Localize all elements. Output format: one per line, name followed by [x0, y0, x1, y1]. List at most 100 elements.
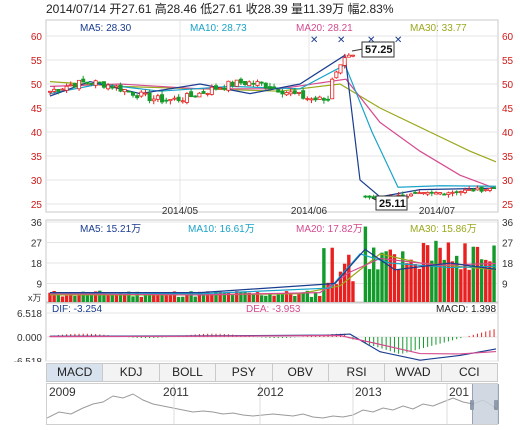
candle-body: [421, 192, 426, 195]
volume-bar: [81, 291, 85, 302]
volume-bar: [56, 295, 60, 302]
high-price-marker: 57.25: [351, 41, 395, 58]
volume-bar: [210, 294, 214, 302]
high-marker-value: 57.25: [365, 44, 393, 56]
macd-tick: -6.518: [14, 357, 43, 362]
candle-body: [263, 82, 268, 89]
tab-obv[interactable]: OBV: [273, 364, 329, 381]
change-label: 幅: [347, 2, 360, 16]
event-marker-icon[interactable]: ✕: [367, 35, 375, 46]
volume-ma5-label: MA5: 15.21万: [80, 224, 141, 235]
volume-bar: [438, 247, 442, 302]
volume-bar: [98, 290, 102, 302]
candle-body: [93, 80, 98, 86]
candle-body: [492, 187, 497, 190]
volume-bar: [52, 290, 56, 302]
volume-bar: [388, 249, 392, 302]
timeline-navigator[interactable]: 2009 2011 2012 2013 201: [46, 383, 499, 425]
volume-bar: [289, 294, 293, 302]
candle-body: [296, 92, 301, 94]
candle-body: [139, 91, 144, 97]
volume-bar: [334, 284, 339, 302]
candle-body: [467, 189, 472, 191]
volume-bar: [434, 240, 438, 302]
tab-kdj[interactable]: KDJ: [103, 364, 160, 381]
indicator-tabs: MACD KDJ BOLL PSY OBV RSI WVAD CCI: [46, 363, 498, 382]
timeline-year: 2013: [355, 385, 382, 399]
volume-ma20-path: [49, 257, 497, 296]
volume-bar: [143, 295, 148, 302]
event-marker-icon[interactable]: ✕: [310, 35, 318, 46]
right-grip-icon[interactable]: [494, 400, 498, 410]
candle-body: [197, 92, 202, 98]
volume-bar: [251, 293, 256, 302]
price-tick-left: 30: [31, 176, 43, 187]
price-tick-left: 60: [31, 32, 43, 43]
candle-body: [454, 191, 459, 194]
volume-bar: [297, 292, 301, 302]
volume-bar: [189, 291, 193, 302]
candle-body: [276, 89, 281, 93]
low-marker-value: 25.11: [379, 198, 406, 210]
tab-macd[interactable]: MACD: [47, 364, 104, 381]
candle-body: [280, 90, 285, 95]
close-label: 收: [245, 2, 258, 16]
volume-label: 量: [290, 2, 303, 16]
volume-bar: [405, 263, 409, 302]
left-grip-icon[interactable]: [470, 400, 474, 410]
candle-body: [205, 93, 210, 95]
volume-bar: [172, 291, 177, 302]
tab-psy[interactable]: PSY: [216, 364, 273, 381]
candle-body: [143, 92, 148, 95]
price-tick-left: 35: [31, 152, 43, 163]
volume-ma10-label: MA10: 16.61万: [188, 224, 255, 235]
price-tick-right: 60: [502, 32, 514, 43]
candle-body: [458, 191, 463, 194]
price-grid: [46, 20, 498, 212]
candle-body: [442, 193, 447, 196]
timeline-range-handle[interactable]: [470, 384, 499, 424]
candle-body: [168, 98, 173, 102]
candle-body: [479, 186, 484, 192]
event-markers[interactable]: ✕ ✕ ✕ ✕: [310, 35, 402, 46]
volume-bar: [488, 261, 492, 302]
candle-body: [97, 81, 102, 84]
macd-histogram: [49, 329, 495, 354]
event-marker-icon[interactable]: ✕: [337, 35, 345, 46]
candle-body: [226, 80, 231, 91]
candle-body: [313, 97, 318, 101]
volume-bar: [176, 296, 181, 302]
volume-bar: [318, 295, 322, 302]
candle-body: [118, 84, 123, 92]
volume-bar: [330, 247, 334, 302]
volume-bar: [102, 293, 106, 302]
volume-bar: [401, 251, 405, 302]
price-panel[interactable]: [45, 19, 499, 213]
candle-body: [122, 89, 127, 93]
dif-label: DIF: -3.254: [52, 304, 102, 315]
tab-wvad[interactable]: WVAD: [385, 364, 442, 381]
candle-body: [471, 189, 476, 192]
event-marker-icon[interactable]: ✕: [394, 35, 402, 46]
stock-chart[interactable]: 60 60 55 55 50 50 45 45 40 40 35 35 30 30 25 25 2014/05 2…: [0, 0, 520, 362]
volume-bar: [247, 292, 251, 302]
volume-bar: [363, 226, 368, 302]
volume-bar: [48, 292, 52, 302]
candle-body: [462, 189, 467, 193]
volume-unit-label: x万: [28, 293, 42, 303]
date-tick: 2014/05: [162, 206, 199, 217]
tab-rsi[interactable]: RSI: [329, 364, 386, 381]
tab-cci[interactable]: CCI: [458, 365, 480, 379]
tab-boll[interactable]: BOLL: [160, 364, 217, 381]
candle-body: [425, 191, 430, 195]
candle-body: [48, 90, 53, 93]
macd-tick: 6.518: [17, 309, 42, 320]
candle-body: [342, 57, 347, 66]
volume-bar: [73, 295, 77, 302]
volume-bar: [430, 260, 434, 302]
candle-body: [89, 82, 94, 85]
volume-bar: [421, 243, 426, 302]
candle-body: [81, 78, 86, 83]
candle-body: [317, 96, 322, 100]
volume-bar: [276, 294, 280, 302]
